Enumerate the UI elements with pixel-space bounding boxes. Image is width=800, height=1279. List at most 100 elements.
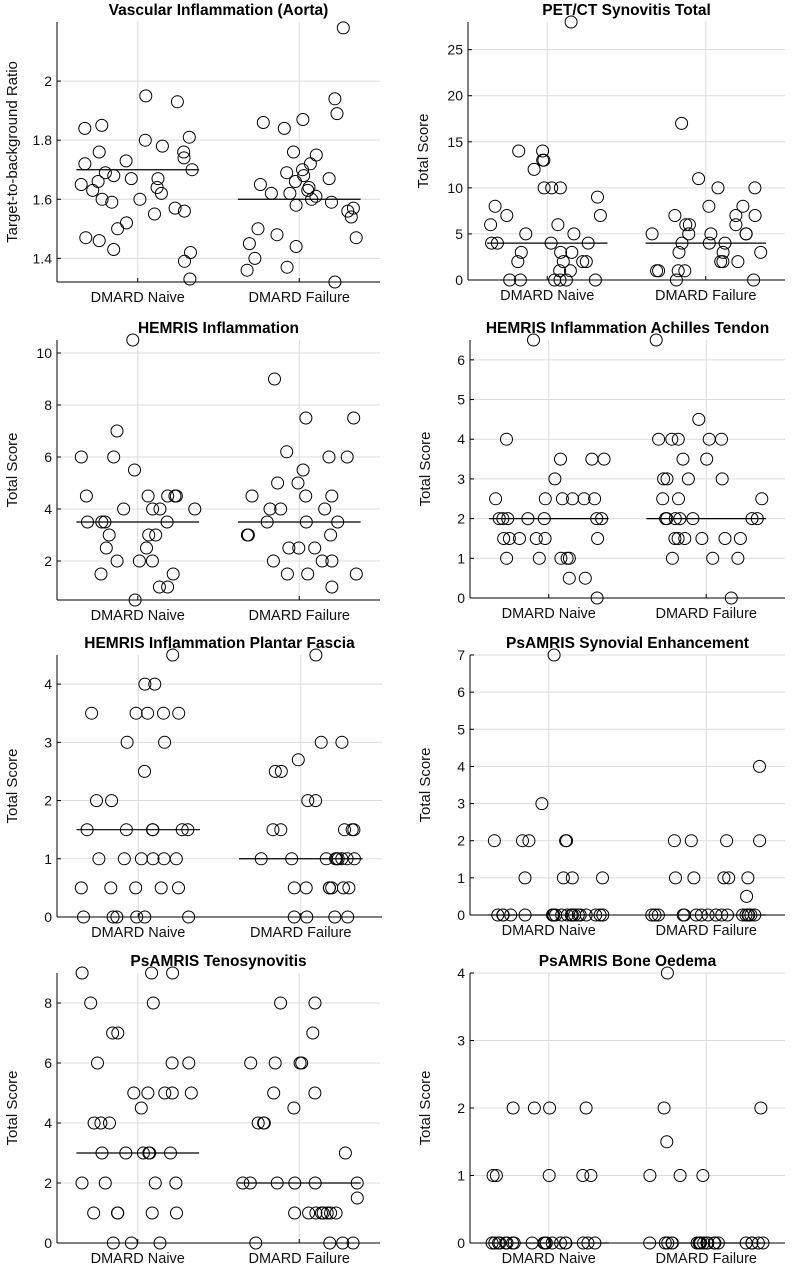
data-point: [309, 648, 323, 662]
y-axis-label: Total Score: [4, 432, 21, 507]
data-point: [678, 264, 692, 278]
data-point: [672, 492, 685, 506]
data-point: [706, 551, 720, 565]
data-point: [668, 512, 682, 526]
data-point: [323, 881, 336, 895]
data-point: [74, 178, 88, 191]
data-point: [731, 551, 745, 565]
data-point: [711, 181, 725, 195]
data-point: [111, 1206, 124, 1220]
data-point: [182, 910, 196, 924]
data-point: [155, 139, 169, 153]
data-point: [242, 237, 256, 251]
data-point: [584, 1169, 598, 1182]
data-point: [741, 908, 755, 922]
data-point: [169, 1176, 183, 1190]
data-point: [694, 908, 708, 922]
data-point: [111, 222, 125, 236]
data-point: [266, 823, 280, 837]
data-point: [107, 243, 121, 256]
data-point: [295, 1056, 309, 1070]
data-point: [138, 133, 152, 147]
data-point: [240, 263, 254, 277]
data-point: [736, 199, 750, 213]
y-tick-label: 4: [44, 1115, 52, 1131]
data-point: [323, 1236, 337, 1250]
data-point: [521, 512, 535, 526]
data-point: [554, 452, 567, 466]
y-tick-label: 8: [44, 397, 52, 413]
data-point: [702, 236, 716, 250]
data-point: [185, 163, 199, 177]
data-point: [565, 245, 579, 259]
data-point: [715, 908, 729, 922]
data-point: [296, 163, 309, 177]
data-point: [119, 823, 133, 837]
data-point: [95, 515, 109, 529]
y-tick-label: 6: [457, 352, 465, 368]
data-point: [349, 567, 363, 581]
data-point: [240, 528, 254, 542]
data-point: [141, 489, 155, 503]
data-point: [665, 551, 679, 565]
subplot-title: PsAMRIS Tenosynovitis: [130, 953, 306, 970]
data-point: [696, 1169, 710, 1182]
data-point: [308, 1176, 322, 1190]
data-point: [253, 178, 267, 191]
data-point: [744, 908, 758, 922]
data-point: [560, 551, 574, 565]
data-point: [134, 1101, 148, 1115]
data-point: [336, 21, 350, 35]
data-point: [596, 908, 610, 922]
data-point: [296, 463, 310, 477]
data-point: [657, 1101, 671, 1115]
data-point: [522, 834, 536, 848]
y-tick-label: 2: [457, 833, 465, 849]
data-point: [748, 181, 762, 195]
data-point: [102, 528, 116, 542]
data-point: [665, 432, 679, 446]
data-point: [716, 255, 730, 269]
data-point: [687, 871, 701, 885]
data-point: [745, 512, 759, 526]
data-point: [658, 1236, 672, 1250]
x-tick-label: DMARD Failure: [655, 923, 757, 939]
subplot-5: HEMRIS Inflammation Plantar Fascia Total …: [4, 635, 382, 941]
data-point: [141, 1086, 155, 1100]
data-point: [754, 1101, 768, 1115]
data-point: [681, 472, 695, 486]
data-point: [671, 532, 685, 545]
data-point: [92, 852, 106, 866]
data-point: [488, 1236, 502, 1250]
data-point: [87, 1116, 101, 1130]
data-point: [142, 528, 156, 542]
data-point: [86, 183, 100, 197]
data-point: [496, 512, 510, 526]
data-point: [270, 228, 284, 242]
y-tick-label: 5: [457, 721, 465, 737]
data-point: [722, 871, 736, 885]
data-point: [329, 852, 343, 866]
data-point: [301, 567, 315, 581]
y-tick-label: 0: [455, 272, 463, 288]
y-tick-label: 5: [457, 392, 465, 408]
data-point: [241, 528, 255, 542]
data-point: [328, 275, 342, 289]
subplot-title: Vascular Inflammation (Aorta): [109, 2, 329, 19]
data-point: [686, 512, 700, 526]
data-point: [516, 834, 529, 848]
x-tick-label: DMARD Naive: [502, 1251, 596, 1267]
data-point: [554, 245, 568, 259]
data-point: [500, 551, 514, 565]
data-point: [567, 227, 581, 241]
data-point: [289, 198, 303, 212]
data-point: [79, 489, 93, 503]
data-point: [581, 1236, 595, 1250]
data-point: [94, 567, 108, 581]
data-point: [119, 1146, 133, 1160]
data-point: [130, 910, 144, 924]
data-point: [309, 189, 323, 203]
data-point: [110, 554, 124, 568]
data-point: [81, 515, 94, 529]
data-point: [739, 227, 753, 241]
